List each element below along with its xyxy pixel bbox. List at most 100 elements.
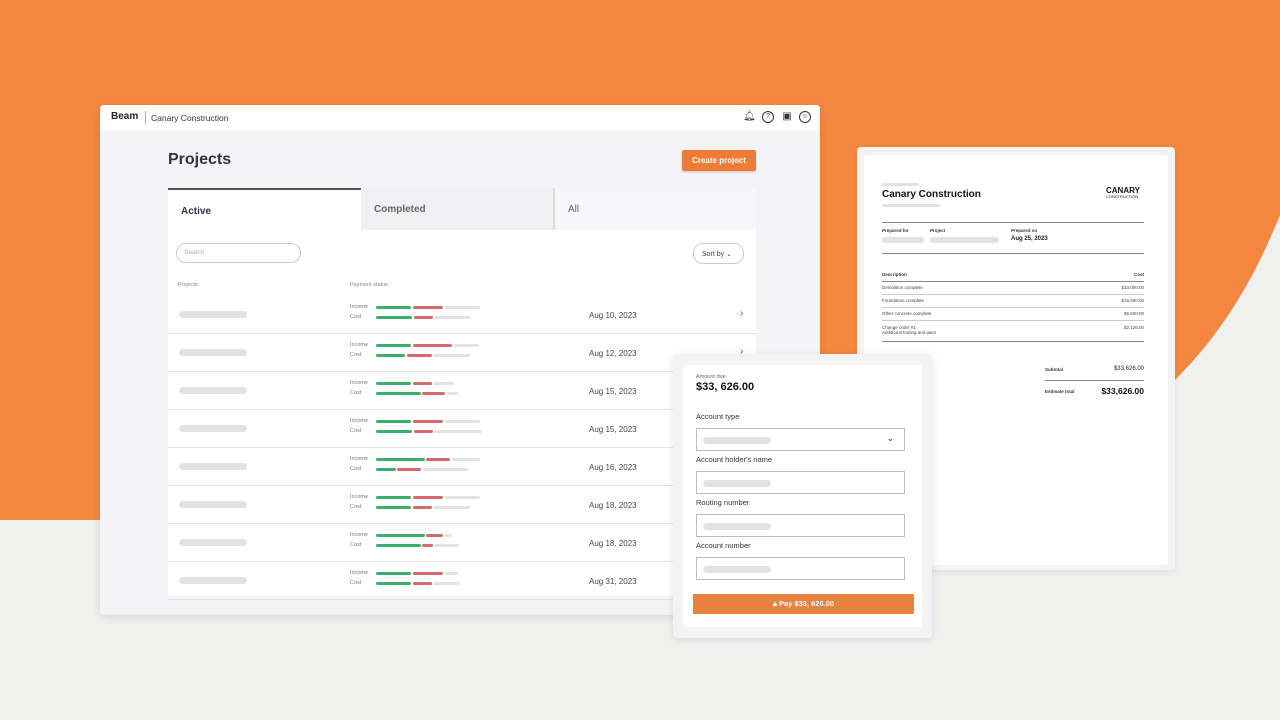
account-type-select[interactable]: ⌄: [696, 428, 905, 451]
cost-segment: [413, 316, 433, 319]
income-segment: [444, 306, 480, 309]
table-row[interactable]: Income Cost Aug 31, 2023: [168, 562, 756, 600]
chevron-right-icon[interactable]: ›: [740, 346, 744, 357]
cost-label: Cost: [350, 580, 362, 586]
income-segment: [444, 534, 452, 537]
income-segment: [412, 572, 444, 575]
cost-bar: [376, 316, 480, 319]
income-segment: [412, 382, 432, 385]
project-date: Aug 16, 2023: [589, 463, 637, 472]
table-row[interactable]: Income Cost Aug 18, 2023: [168, 524, 756, 562]
cost-bar: [376, 506, 480, 509]
project-date: Aug 18, 2023: [589, 501, 637, 510]
user-icon[interactable]: ☺: [799, 111, 811, 123]
project-name-placeholder: [179, 349, 247, 356]
project-date: Aug 18, 2023: [589, 539, 637, 548]
cost-segment: [422, 392, 446, 395]
tab-completed[interactable]: Completed: [361, 188, 553, 230]
sort-by-dropdown[interactable]: Sort by ⌄: [693, 243, 744, 264]
table-row[interactable]: Income Cost Aug 15, 2023: [168, 372, 756, 410]
project-name-placeholder: [179, 577, 247, 584]
cost-label: Cost: [350, 504, 362, 510]
estimate-total-value: $33,626.00: [1101, 386, 1144, 396]
subtotal-label: Subtotal: [1045, 367, 1063, 372]
project-name-placeholder: [179, 311, 247, 318]
cost-label: Cost: [350, 428, 362, 434]
table-row[interactable]: Income Cost Aug 16, 2023: [168, 448, 756, 486]
canary-logo: CANARY: [1106, 186, 1140, 195]
item-cost: $10,000.00: [1121, 285, 1144, 290]
cost-bar: [376, 468, 480, 471]
account-number-input[interactable]: [696, 557, 905, 580]
cost-segment: [433, 354, 470, 357]
prepared-on-label: Prepared on: [1011, 228, 1038, 233]
routing-number-label: Routing number: [696, 498, 750, 507]
cost-bar: [376, 582, 480, 585]
income-segment: [426, 534, 444, 537]
account-holder-input[interactable]: [696, 471, 905, 494]
search-input[interactable]: Search: [176, 243, 301, 263]
page-title: Projects: [168, 151, 232, 168]
cost-bar: [376, 544, 480, 547]
cost-segment: [433, 582, 461, 585]
create-project-button[interactable]: Create project: [682, 150, 756, 171]
cost-label: Cost: [350, 542, 362, 548]
table-row[interactable]: Income Cost Aug 10, 2023 ›: [168, 296, 756, 334]
table-row[interactable]: Income Cost Aug 18, 2023: [168, 486, 756, 524]
income-segment: [376, 458, 425, 461]
cost-segment: [406, 354, 432, 357]
project-date: Aug 15, 2023: [589, 387, 637, 396]
cost-label: Cost: [350, 466, 362, 472]
tab-active[interactable]: Active: [168, 188, 361, 230]
item-description: Demolition complete: [882, 285, 923, 290]
payment-form: Amount due $33, 626.00 Account type ⌄ Ac…: [683, 365, 922, 627]
item-description: Change order #1: [882, 325, 916, 330]
routing-number-input[interactable]: [696, 514, 905, 537]
income-bar: [376, 420, 480, 423]
beam-logo: Beam: [111, 111, 139, 122]
org-name: Canary Construction: [151, 113, 229, 123]
cost-segment: [412, 506, 432, 509]
income-segment: [412, 420, 444, 423]
item-description-detail: Additional footing and piers: [882, 330, 937, 335]
income-segment: [412, 344, 453, 347]
income-label: Income: [350, 570, 369, 576]
income-label: Income: [350, 342, 369, 348]
project-date: Aug 15, 2023: [589, 425, 637, 434]
cost-label: Cost: [350, 314, 362, 320]
income-bar: [376, 572, 480, 575]
cost-segment: [376, 468, 396, 471]
pay-button[interactable]: 🔒︎ Pay $33, 626.00: [693, 594, 914, 614]
cost-segment: [412, 582, 432, 585]
help-icon[interactable]: ?: [762, 111, 774, 123]
cost-segment: [376, 430, 413, 433]
chevron-right-icon[interactable]: ›: [740, 308, 744, 319]
invoice-title: Canary Construction: [882, 189, 981, 200]
table-row[interactable]: Income Cost Aug 15, 2023: [168, 410, 756, 448]
income-bar: [376, 534, 480, 537]
tab-all[interactable]: All: [553, 188, 756, 230]
income-segment: [376, 382, 412, 385]
gift-icon[interactable]: ▣: [782, 111, 792, 122]
cost-bar: [376, 392, 480, 395]
income-bar: [376, 344, 480, 347]
project-name-placeholder: [179, 425, 247, 432]
income-segment: [376, 344, 412, 347]
bell-icon[interactable]: 🔔︎: [743, 111, 756, 122]
table-row[interactable]: Income Cost Aug 12, 2023 ›: [168, 334, 756, 372]
item-cost: $15,000.00: [1121, 298, 1144, 303]
chevron-down-icon: ⌄: [726, 251, 733, 258]
canary-logo-sub: CONSTRUCTION: [1106, 194, 1139, 199]
income-bar: [376, 458, 480, 461]
income-segment: [376, 496, 412, 499]
income-bar: [376, 496, 480, 499]
project-name-placeholder: [179, 463, 247, 470]
cost-bar: [376, 354, 480, 357]
item-description: Foundation complete: [882, 298, 925, 303]
cost-segment: [376, 582, 412, 585]
cost-segment: [376, 354, 406, 357]
account-number-label: Account number: [696, 541, 751, 550]
cost-label: Cost: [350, 390, 362, 396]
income-segment: [376, 572, 412, 575]
income-label: Income: [350, 494, 369, 500]
